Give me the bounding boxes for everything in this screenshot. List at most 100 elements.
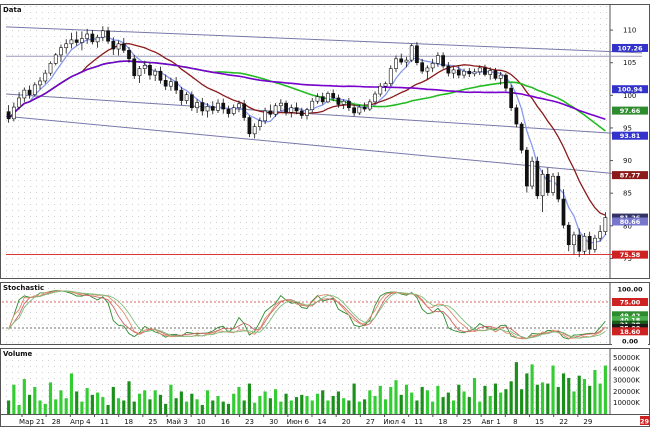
price-badge-bg (612, 250, 648, 259)
candle-body (582, 235, 587, 252)
volume-bar (164, 403, 168, 414)
candle-body (441, 55, 445, 67)
candle-body (38, 80, 42, 86)
x-tick-label: Мар 21 (19, 418, 45, 426)
volume-bar (242, 400, 246, 414)
volume-bar (216, 395, 220, 414)
price-tick-label: 75 (623, 255, 632, 263)
volume-bar (263, 391, 267, 414)
volume-bar (190, 393, 194, 414)
price-badge: 80.66 (620, 218, 641, 226)
candle-body (263, 110, 267, 122)
volume-bar (294, 397, 299, 414)
volume-bar (499, 392, 503, 414)
volume-bar (530, 364, 534, 414)
candle-body (252, 126, 257, 135)
price-badge: 100.94 (617, 86, 643, 94)
candle-body (221, 102, 226, 110)
candle-body (53, 54, 58, 64)
volume-bar (17, 404, 21, 414)
price-tick-label: 95 (623, 124, 632, 132)
volume-bar (363, 399, 367, 414)
stochastic-badge: 40.18 (620, 317, 641, 325)
stochastic-badge-bg (612, 285, 648, 293)
candle-body (74, 39, 79, 43)
candle-body (27, 89, 32, 95)
price-pane: Data 75 80 85 90 95 100 105 110 107.26 100.94 97.66… (0, 4, 650, 279)
candle-body (32, 84, 37, 95)
volume-bar (221, 401, 225, 414)
candle-body (247, 117, 252, 135)
volume-bar (368, 390, 372, 414)
candle-body (451, 69, 456, 74)
volume-bar (373, 395, 377, 414)
volume-bar (211, 400, 215, 414)
volume-bar (33, 386, 37, 414)
volume-bar (540, 382, 545, 414)
x-tick-label: Авг 1 (482, 418, 501, 426)
candle-body (137, 68, 142, 77)
candle-body (305, 109, 309, 116)
candle-body (299, 110, 304, 116)
price-badge: 107.26 (617, 44, 643, 52)
volume-bar (274, 389, 278, 414)
corner-badge-bg (640, 416, 649, 425)
price-badge-bg (612, 131, 648, 140)
stochastic-line-3 (8, 290, 606, 339)
x-tick-label: 22 (559, 418, 568, 426)
stochastic-line-2 (8, 290, 606, 340)
candle-body (367, 101, 372, 110)
candle-body (472, 71, 477, 75)
candle-body (48, 63, 53, 74)
volume-bar (452, 400, 456, 414)
x-tick-label: 23 (245, 418, 254, 426)
stochastic-badge: 0.00 (622, 338, 639, 346)
candle-body (394, 58, 398, 69)
price-badge-bg (612, 85, 648, 94)
volume-bar (268, 398, 272, 414)
candle-body (189, 94, 194, 109)
price-badge-bg (612, 171, 648, 180)
volume-bar (535, 384, 539, 414)
volume-bar (174, 398, 178, 414)
x-tick-label: 20 (342, 418, 351, 426)
volume-bar (22, 379, 26, 414)
volume-bar (436, 385, 440, 414)
volume-bar (38, 400, 42, 414)
volume-bar (326, 400, 330, 414)
volume-tick-label: 10000K (613, 399, 640, 407)
candle-body (148, 65, 152, 76)
volume-bar (399, 394, 403, 414)
candle-body (530, 160, 534, 187)
volume-bar (85, 388, 89, 414)
candle-body (43, 72, 48, 82)
volume-pane: Volume 50000K 40000K 30000K 20000K 10000K (0, 348, 650, 415)
volume-bar (153, 390, 157, 414)
volume-bar (247, 383, 251, 414)
price-tick-label: 90 (623, 157, 632, 165)
candle-body (483, 67, 487, 75)
stochastic-badge: 100.00 (617, 286, 643, 294)
candle-body (17, 97, 21, 108)
volume-bar (520, 389, 524, 414)
candle-body (603, 217, 608, 232)
volume-bar (179, 391, 183, 414)
stochastic-badge-bg (612, 298, 648, 306)
candle-body (514, 107, 519, 125)
candle-body (320, 96, 325, 103)
volume-bar (431, 401, 435, 414)
volume-bar (572, 391, 576, 414)
volume-bar (357, 401, 361, 414)
x-axis: Мар 21 28 Апр 4 11 18 25 Май 3 10 16 23 30 Июн 6 14 2… (0, 414, 650, 427)
trend-line-upper-channel (5, 26, 643, 54)
x-tick-label: 25 (148, 418, 157, 426)
price-tick-label: 80 (623, 222, 632, 230)
candle-body (216, 102, 220, 111)
x-tick-label: Апр 4 (70, 418, 91, 426)
volume-bar (7, 400, 11, 414)
candle-body (315, 96, 320, 102)
volume-bar (310, 400, 314, 414)
candle-body (493, 70, 498, 79)
volume-bar (514, 362, 518, 414)
